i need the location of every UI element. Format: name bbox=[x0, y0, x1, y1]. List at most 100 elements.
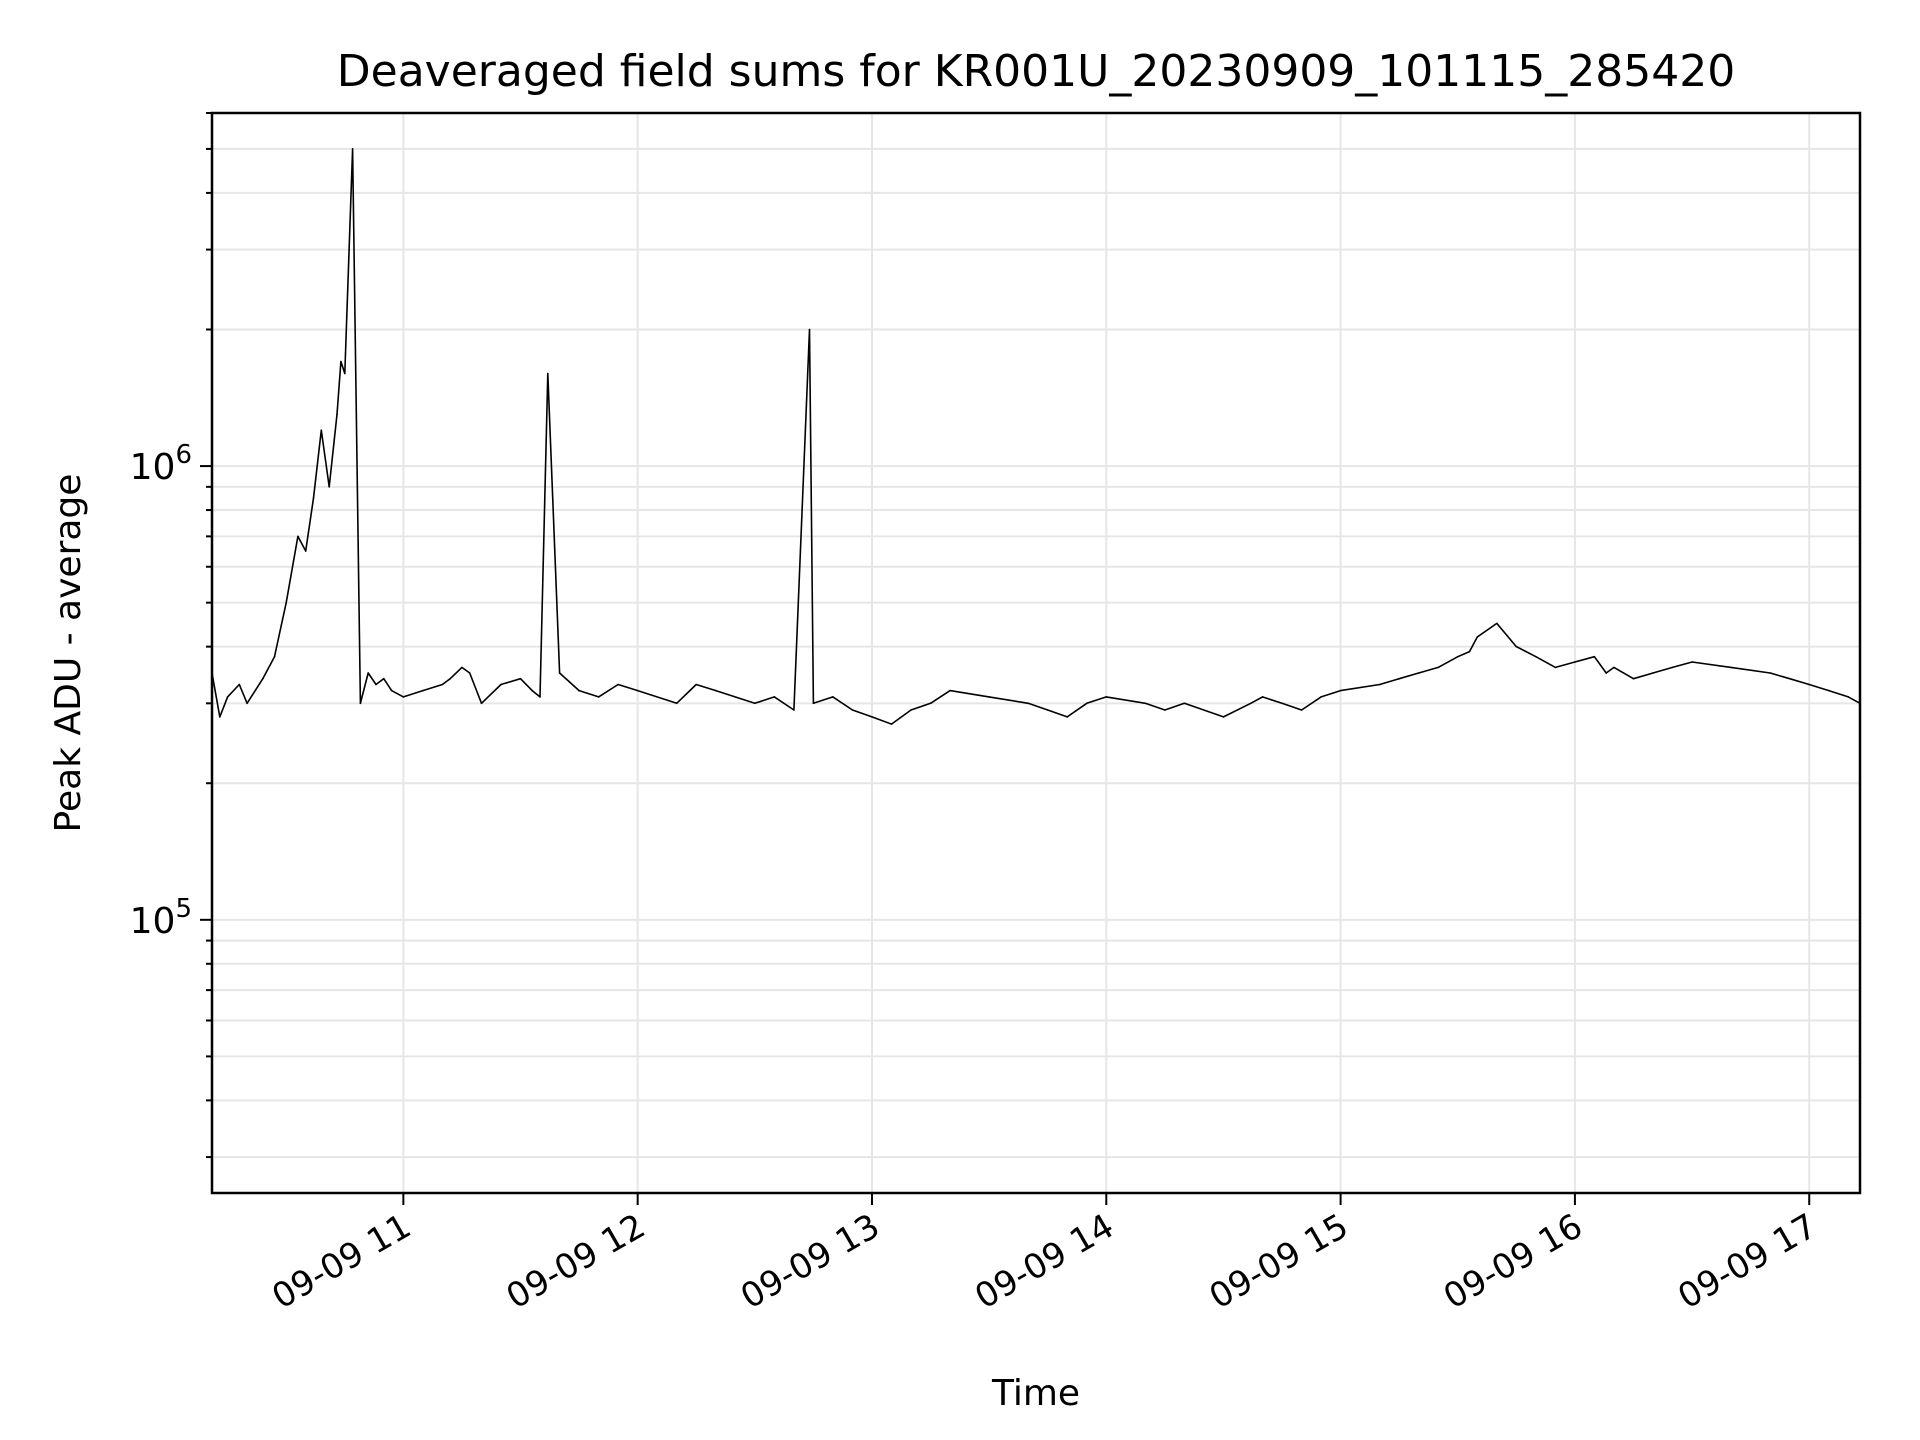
data-point bbox=[558, 672, 561, 674]
data-point bbox=[480, 702, 483, 705]
y-tick-label: 105 bbox=[130, 894, 192, 942]
data-point bbox=[1086, 702, 1088, 705]
data-point bbox=[285, 601, 288, 604]
data-point bbox=[500, 683, 502, 686]
data-point bbox=[519, 677, 522, 680]
data-point bbox=[1671, 666, 1674, 669]
data-point bbox=[1730, 666, 1732, 669]
series-line bbox=[211, 148, 1861, 725]
data-point bbox=[1027, 702, 1029, 705]
data-point bbox=[1535, 655, 1537, 658]
data-point bbox=[449, 677, 452, 680]
data-point bbox=[359, 702, 362, 705]
data-point bbox=[1593, 655, 1596, 658]
data-point bbox=[1632, 677, 1635, 680]
data-point bbox=[1320, 696, 1322, 698]
data-point bbox=[851, 709, 854, 711]
data-point bbox=[1468, 650, 1471, 653]
data-point bbox=[1398, 677, 1400, 680]
data-point bbox=[1300, 709, 1303, 711]
data-point bbox=[1437, 666, 1439, 669]
plot-frame bbox=[210, 111, 1862, 1195]
data-point bbox=[617, 683, 619, 686]
data-point bbox=[246, 702, 248, 705]
series-layer bbox=[211, 148, 1861, 725]
data-point bbox=[238, 683, 241, 686]
data-point bbox=[297, 535, 299, 538]
data-point bbox=[328, 486, 331, 488]
data-point bbox=[531, 689, 533, 692]
data-point bbox=[547, 372, 549, 375]
data-point bbox=[1828, 689, 1830, 692]
data-point bbox=[539, 696, 541, 698]
data-point bbox=[344, 372, 346, 375]
y-tick-label-base: 10 bbox=[130, 901, 176, 942]
data-point bbox=[226, 696, 229, 698]
data-point bbox=[1417, 672, 1420, 674]
data-point bbox=[773, 696, 776, 698]
data-point bbox=[441, 683, 444, 686]
data-point bbox=[1691, 661, 1693, 663]
data-point bbox=[812, 702, 815, 705]
data-point bbox=[1144, 702, 1147, 705]
data-point bbox=[910, 709, 912, 711]
data-point bbox=[636, 689, 639, 692]
data-point bbox=[929, 702, 932, 705]
data-point bbox=[1605, 672, 1607, 674]
data-point bbox=[695, 683, 697, 686]
data-point bbox=[871, 716, 873, 718]
data-point bbox=[988, 696, 990, 698]
data-point bbox=[890, 723, 893, 725]
data-point bbox=[793, 709, 795, 711]
data-point bbox=[262, 677, 264, 680]
y-tick-label-base: 10 bbox=[130, 447, 176, 488]
data-point bbox=[1613, 666, 1615, 669]
data-point bbox=[390, 689, 393, 692]
data-point bbox=[461, 666, 463, 669]
chart-title: Deaveraged field sums for KR001U_2023090… bbox=[337, 46, 1735, 97]
data-point bbox=[1496, 622, 1498, 625]
y-tick-label-exponent: 6 bbox=[175, 440, 192, 470]
data-point bbox=[1808, 683, 1810, 686]
data-point bbox=[1281, 702, 1283, 705]
data-point bbox=[1222, 716, 1225, 718]
data-point bbox=[336, 413, 338, 416]
y-tick-label: 106 bbox=[130, 440, 192, 488]
data-point bbox=[1046, 709, 1049, 711]
x-axis-label: Time bbox=[991, 1373, 1080, 1414]
data-point bbox=[808, 328, 811, 331]
data-point bbox=[312, 497, 315, 499]
data-point bbox=[1788, 677, 1791, 680]
data-point bbox=[340, 360, 342, 363]
y-tick-label-exponent: 5 bbox=[175, 894, 192, 924]
data-point bbox=[1339, 689, 1342, 692]
data-point bbox=[1164, 709, 1166, 711]
data-point bbox=[1378, 683, 1381, 686]
data-point bbox=[1847, 696, 1850, 698]
data-point bbox=[422, 689, 424, 692]
data-point bbox=[1554, 666, 1557, 669]
y-axis-label: Peak ADU - average bbox=[48, 474, 89, 833]
data-point bbox=[832, 696, 834, 698]
data-point bbox=[1183, 702, 1186, 705]
data-point bbox=[375, 683, 377, 686]
data-point bbox=[383, 677, 385, 680]
data-point bbox=[367, 672, 370, 674]
data-point bbox=[675, 702, 678, 705]
data-point bbox=[1457, 655, 1459, 658]
data-point bbox=[1250, 702, 1252, 705]
data-point bbox=[219, 716, 221, 718]
data-point bbox=[1261, 696, 1264, 698]
data-point bbox=[1574, 661, 1576, 663]
data-point bbox=[1105, 696, 1108, 698]
data-point bbox=[1476, 636, 1479, 638]
data-point bbox=[597, 696, 600, 698]
data-point bbox=[304, 550, 307, 552]
data-point bbox=[402, 696, 405, 698]
data-point bbox=[273, 655, 276, 658]
data-point bbox=[1769, 672, 1771, 674]
data-point bbox=[578, 689, 580, 692]
